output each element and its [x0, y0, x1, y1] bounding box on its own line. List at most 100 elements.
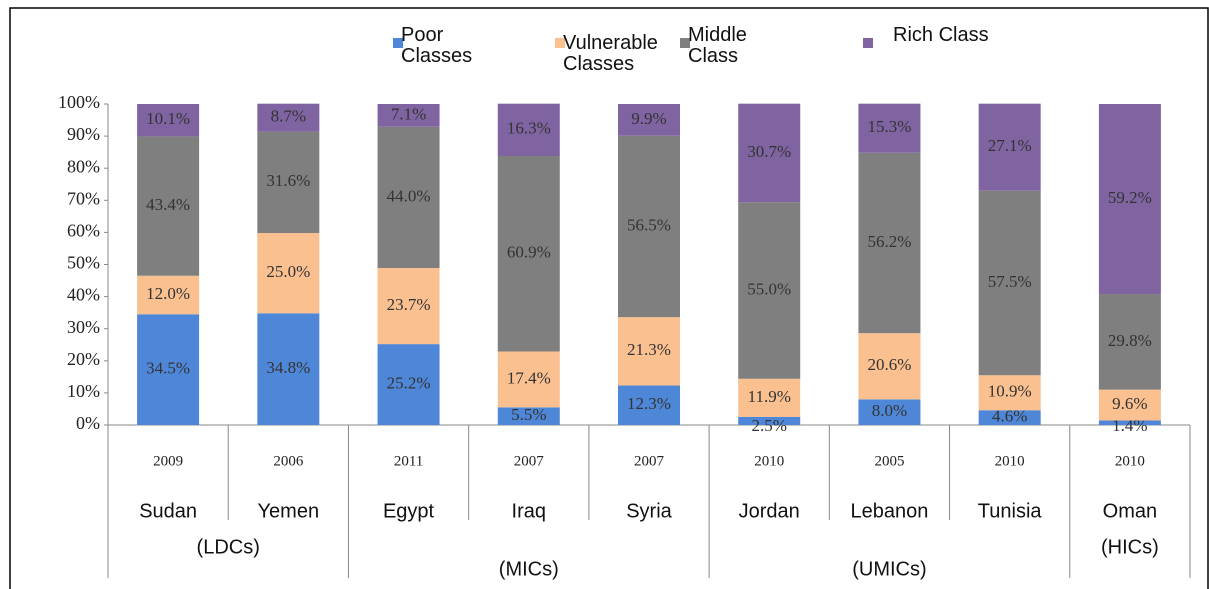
- bar-segment: [858, 399, 921, 425]
- y-tick-label: 100%: [58, 92, 100, 112]
- bar-segment: [978, 103, 1041, 191]
- y-tick-label: 70%: [67, 188, 100, 208]
- bar-segment: [738, 103, 801, 203]
- value-label: 56.2%: [867, 232, 911, 251]
- legend-label: Poor Classes: [401, 24, 473, 67]
- value-label: 16.3%: [507, 119, 551, 138]
- value-label: 57.5%: [988, 272, 1032, 291]
- bar-segment: [497, 407, 560, 425]
- bar-segment: [377, 126, 440, 269]
- bar-segment: [738, 202, 801, 379]
- x-tick-label: Syria: [626, 500, 672, 522]
- bar-segment: [377, 104, 440, 127]
- y-tick-label: 40%: [67, 285, 100, 305]
- bar-segment: [618, 104, 680, 136]
- value-label: 12.3%: [627, 394, 671, 413]
- value-label: 9.9%: [631, 109, 666, 128]
- y-tick-label: 90%: [67, 124, 100, 144]
- group-label: (HICs): [1101, 536, 1159, 558]
- bar-segment: [618, 385, 680, 425]
- value-label: 7.1%: [391, 104, 426, 123]
- x-tick-label: Iraq: [512, 500, 546, 522]
- value-label: 23.7%: [387, 295, 431, 314]
- value-label: 4.6%: [992, 407, 1027, 426]
- legend-swatch: [680, 38, 690, 48]
- value-label: 11.9%: [748, 387, 791, 406]
- bar-segment: [137, 275, 200, 315]
- y-tick-label: 0%: [76, 413, 100, 433]
- value-label: 25.2%: [387, 373, 431, 392]
- bar-segment: [618, 135, 680, 318]
- bar-segment: [1098, 420, 1161, 425]
- frame: [9, 7, 1209, 589]
- group-label: (LDCs): [197, 536, 260, 558]
- value-label: 5.5%: [511, 405, 546, 424]
- year-label: 2010: [1115, 453, 1145, 469]
- y-tick-label: 50%: [67, 253, 100, 273]
- value-label: 10.9%: [988, 382, 1032, 401]
- value-label: 27.1%: [988, 136, 1032, 155]
- value-label: 34.5%: [146, 359, 190, 378]
- value-label: 2.5%: [752, 416, 787, 435]
- value-label: 29.8%: [1108, 331, 1152, 350]
- bar-segment: [497, 103, 560, 157]
- bar-segment: [738, 416, 801, 425]
- bar-segment: [978, 410, 1041, 425]
- y-tick-label: 60%: [67, 221, 100, 241]
- x-tick-label: Tunisia: [978, 500, 1043, 522]
- year-label: 2011: [394, 453, 423, 469]
- bar-segment: [257, 233, 320, 314]
- bar-segment: [137, 104, 200, 137]
- bar-segment: [377, 268, 440, 345]
- value-label: 8.7%: [271, 107, 306, 126]
- value-label: 17.4%: [507, 368, 551, 387]
- year-label: 2007: [634, 453, 665, 469]
- value-label: 12.0%: [146, 284, 190, 303]
- value-label: 9.6%: [1112, 394, 1147, 413]
- x-tick-label: Sudan: [139, 500, 197, 522]
- year-label: 2005: [874, 453, 904, 469]
- bar-segment: [1098, 104, 1161, 295]
- x-tick-label: Jordan: [739, 500, 800, 522]
- legend-swatch: [555, 38, 565, 48]
- legend-label: Rich Class: [893, 24, 989, 46]
- bar-segment: [978, 375, 1041, 411]
- value-label: 10.1%: [146, 109, 190, 128]
- bar-segment: [738, 378, 801, 417]
- y-tick-label: 20%: [67, 349, 100, 369]
- y-tick-label: 10%: [67, 381, 100, 401]
- legend-swatch: [393, 38, 403, 48]
- group-label: (UMICs): [852, 558, 926, 580]
- value-label: 60.9%: [507, 243, 551, 262]
- value-label: 59.2%: [1108, 188, 1152, 207]
- value-label: 30.7%: [747, 142, 791, 161]
- bar-segment: [858, 333, 921, 400]
- bar-segment: [1098, 389, 1161, 421]
- year-label: 2009: [153, 453, 183, 469]
- bar-segment: [497, 156, 560, 352]
- bar-segment: [257, 131, 320, 234]
- bar-segment: [1098, 294, 1161, 390]
- year-label: 2010: [754, 453, 784, 469]
- value-label: 15.3%: [867, 117, 911, 136]
- group-label: (MICs): [499, 558, 559, 580]
- x-tick-label: Yemen: [258, 500, 320, 522]
- bar-segment: [858, 103, 921, 153]
- legend-swatch: [863, 38, 873, 48]
- x-tick-label: Lebanon: [851, 500, 929, 522]
- bar-segment: [497, 351, 560, 408]
- value-label: 43.4%: [146, 195, 190, 214]
- y-tick-label: 80%: [67, 156, 100, 176]
- bar-segment: [257, 103, 320, 132]
- bar-segment: [257, 313, 320, 425]
- bar-segment: [858, 152, 921, 334]
- bar-segment: [377, 344, 440, 425]
- bar-segment: [137, 314, 200, 425]
- year-label: 2007: [514, 453, 545, 469]
- value-label: 21.3%: [627, 340, 671, 359]
- value-label: 56.5%: [627, 215, 671, 234]
- value-label: 55.0%: [747, 279, 791, 298]
- year-label: 2006: [273, 453, 304, 469]
